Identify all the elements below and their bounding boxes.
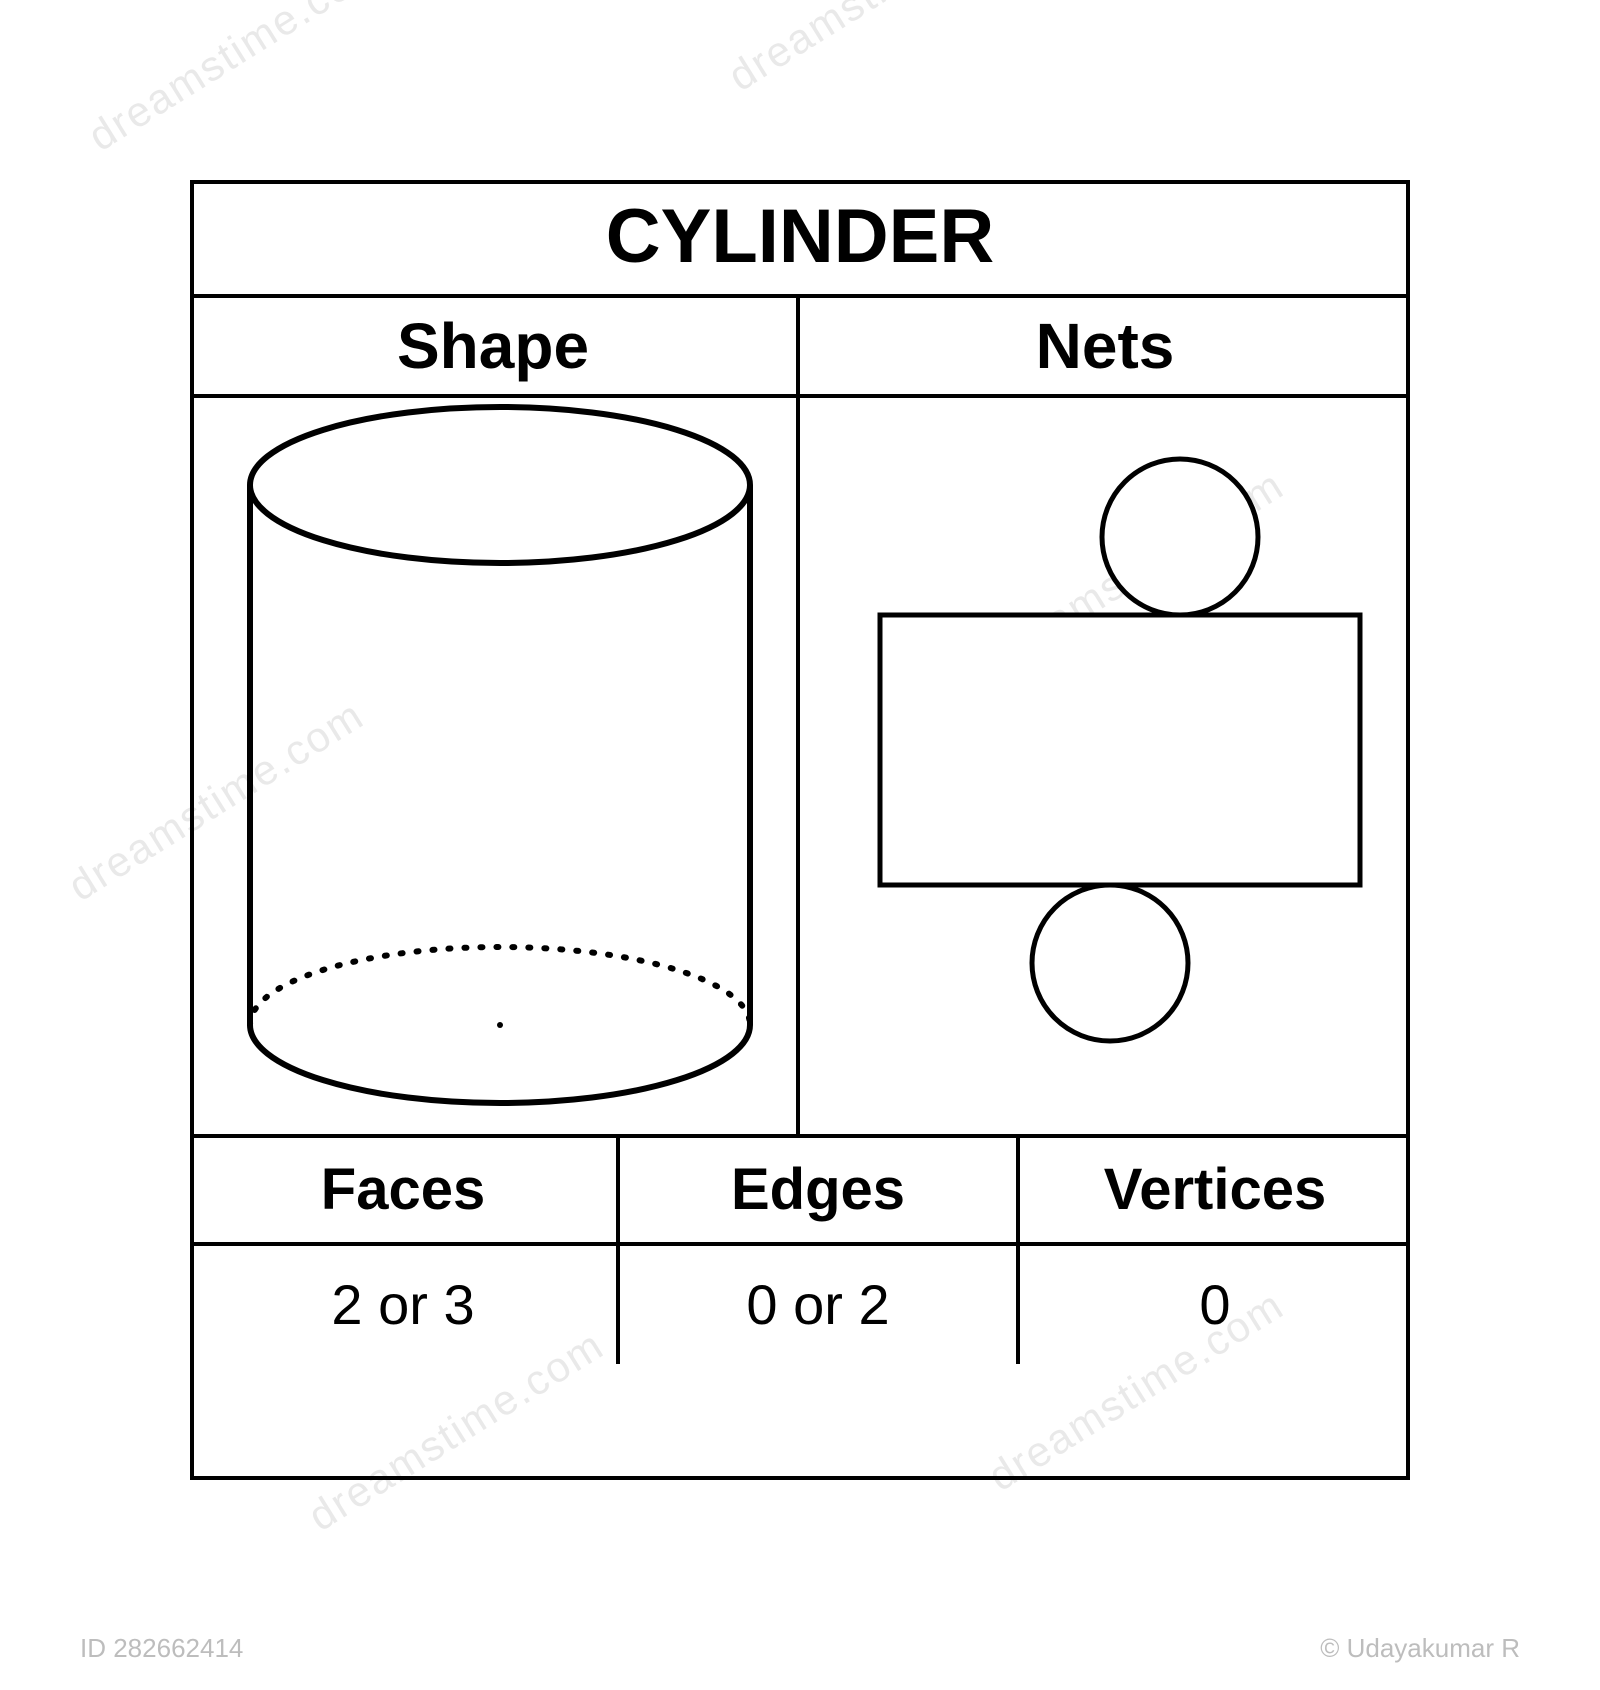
prop-value-vertices-label: 0 <box>1199 1277 1230 1333</box>
image-author: © Udayakumar R <box>1320 1633 1520 1664</box>
prop-header-edges-label: Edges <box>731 1161 905 1219</box>
prop-value-faces-label: 2 or 3 <box>331 1277 474 1333</box>
prop-header-edges: Edges <box>620 1138 1020 1246</box>
prop-value-edges-label: 0 or 2 <box>746 1277 889 1333</box>
prop-header-vertices: Vertices <box>1020 1138 1410 1246</box>
prop-header-faces-label: Faces <box>321 1161 485 1219</box>
page: dreamstime.com dreamstime.com dreamstime… <box>0 0 1600 1690</box>
prop-value-edges: 0 or 2 <box>620 1246 1020 1364</box>
image-id: ID 282662414 <box>80 1633 243 1664</box>
prop-header-faces: Faces <box>190 1138 620 1246</box>
prop-value-faces: 2 or 3 <box>190 1246 620 1364</box>
prop-header-vertices-label: Vertices <box>1104 1161 1327 1219</box>
diagram-svg <box>0 0 1600 1690</box>
prop-value-vertices: 0 <box>1020 1246 1410 1364</box>
